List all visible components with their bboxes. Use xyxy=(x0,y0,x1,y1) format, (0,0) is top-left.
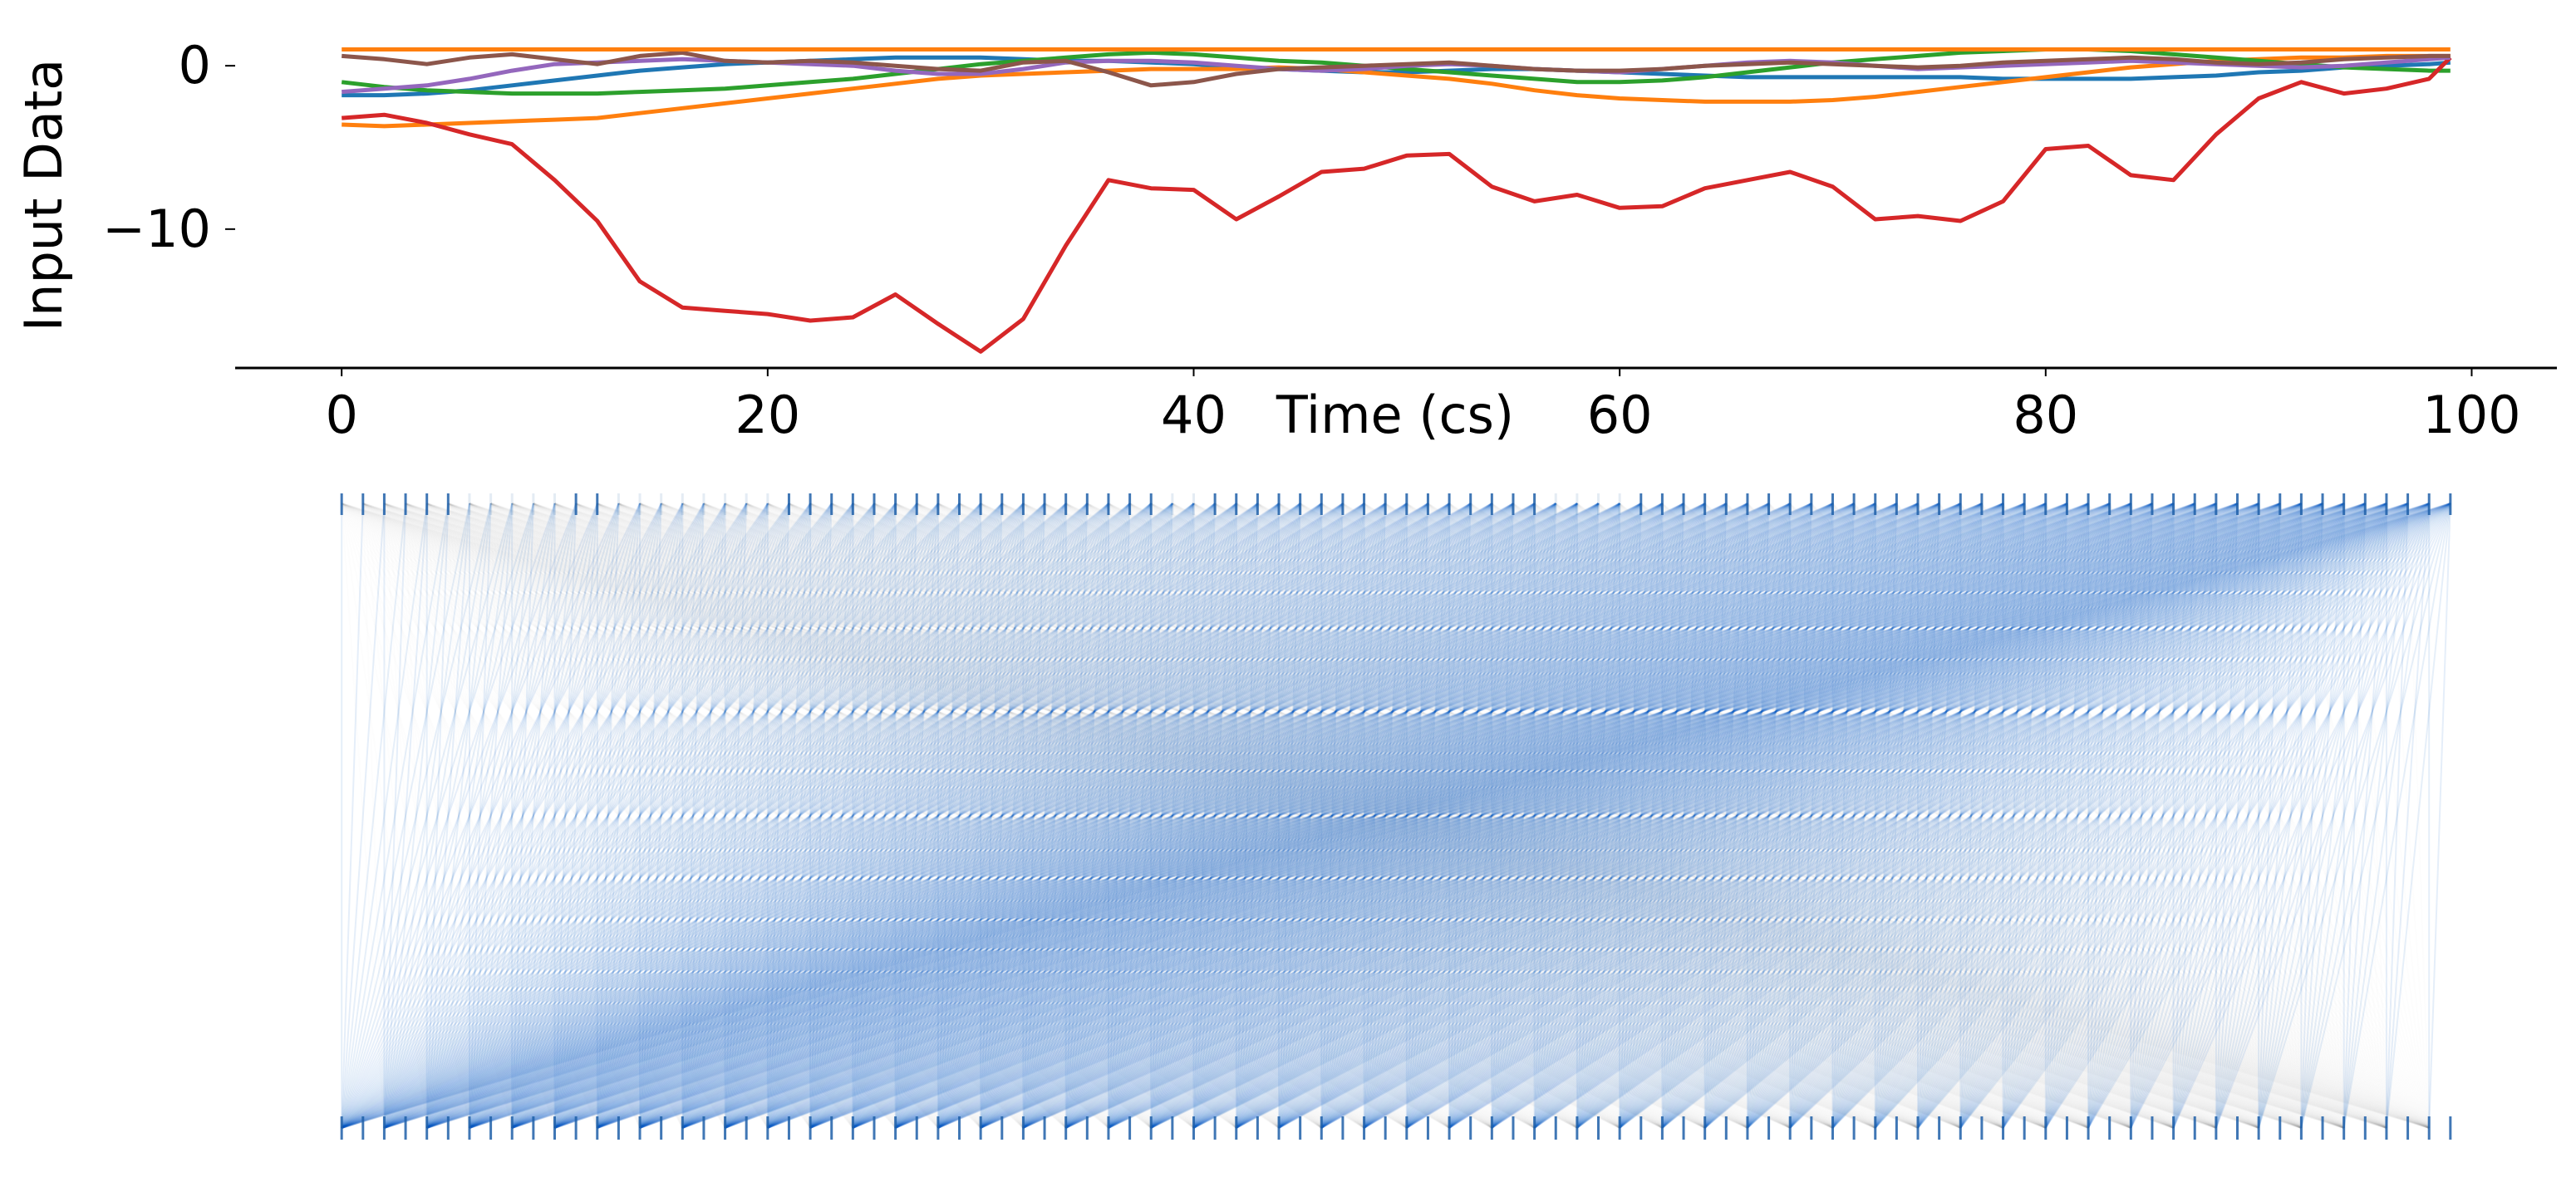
line-plot: Input Data 0 20 40 60 80 100 0 −10 Time (cs) xyxy=(13,35,2557,451)
x-tick-label: 60 xyxy=(1587,385,1653,445)
y-tick-label: 0 xyxy=(179,35,211,96)
x-tick-label: 0 xyxy=(325,385,357,445)
x-tick-label: 100 xyxy=(2422,385,2520,445)
y-axis-label: Input Data xyxy=(13,59,74,331)
series-group xyxy=(342,50,2451,352)
strong-connection xyxy=(342,503,363,1128)
series-line-3 xyxy=(342,57,2451,351)
x-axis-label: Time (cs) xyxy=(1276,385,1514,445)
y-ticks: 0 −10 xyxy=(102,35,235,259)
y-tick-label: −10 xyxy=(102,199,211,259)
strong-connections xyxy=(342,503,2451,1128)
x-tick-label: 80 xyxy=(2013,385,2078,445)
x-tick-label: 20 xyxy=(735,385,800,445)
connectivity-diagram xyxy=(342,493,2451,1140)
x-tick-label: 40 xyxy=(1161,385,1227,445)
